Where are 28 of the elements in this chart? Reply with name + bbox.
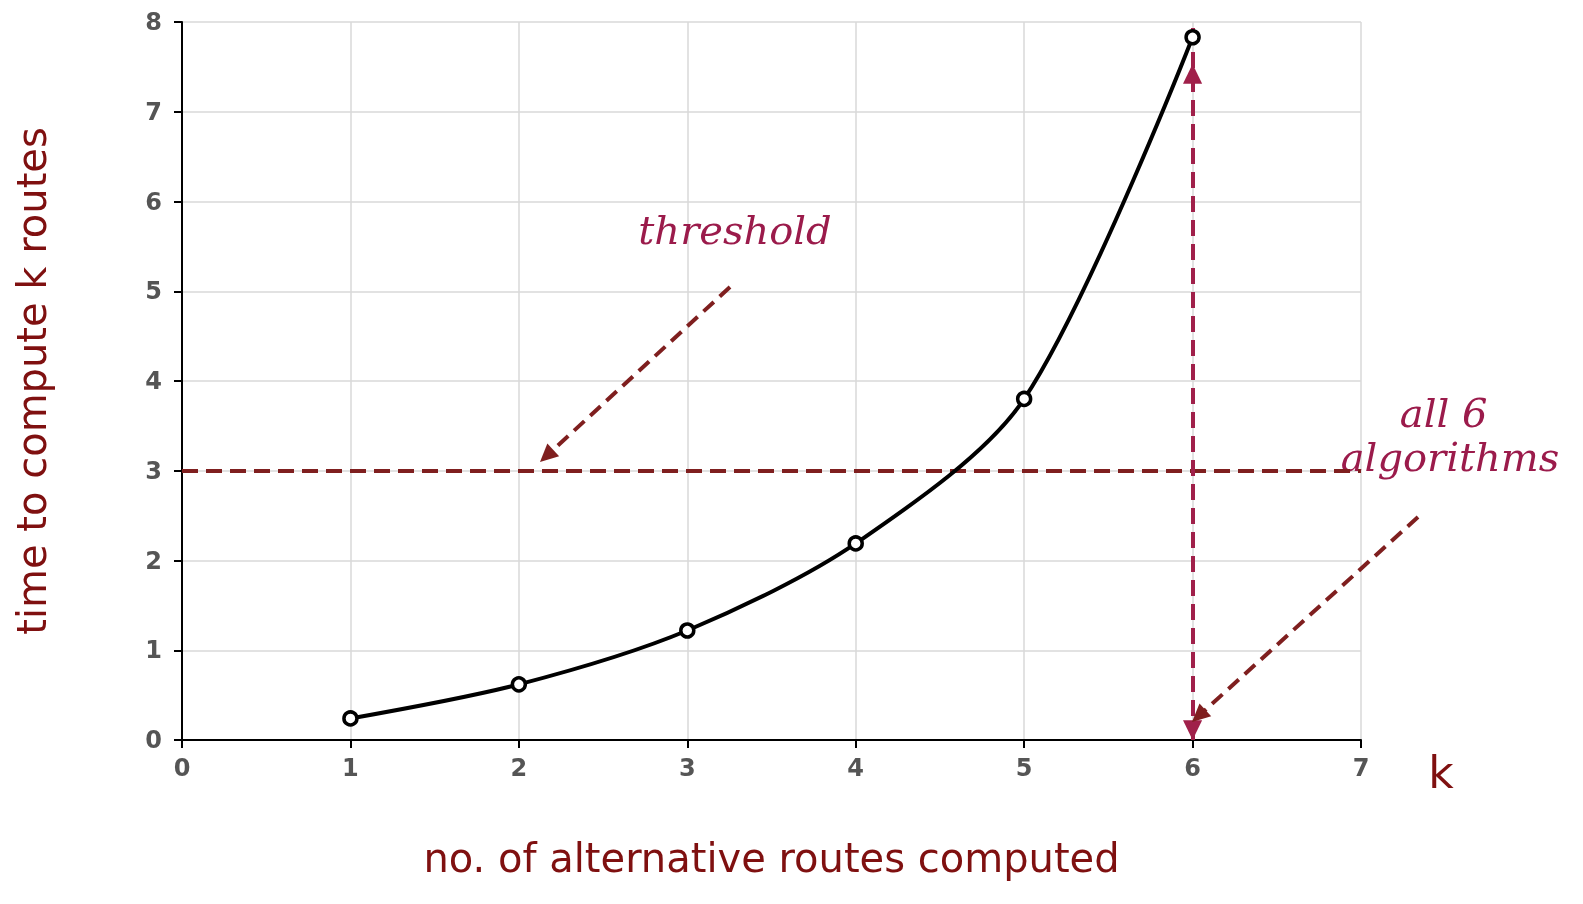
y-tick-label: 2 xyxy=(145,546,162,575)
y-axis-title: time to compute k routes xyxy=(9,127,55,635)
annotation: threshold xyxy=(638,207,832,253)
point xyxy=(1184,29,1201,46)
x-tick-label: 5 xyxy=(1015,754,1033,782)
y-tick-label: 0 xyxy=(145,726,162,754)
y-tick-label: 5 xyxy=(145,277,162,306)
text: k xyxy=(1428,746,1455,798)
y-tick-label: 4 xyxy=(145,367,162,395)
point xyxy=(679,622,696,639)
point xyxy=(342,710,359,727)
x-tick-label: 3 xyxy=(678,754,696,782)
y-tick-label: 8 xyxy=(145,8,162,36)
point xyxy=(1015,390,1033,408)
point xyxy=(510,676,528,693)
x-tick-label: 4 xyxy=(847,754,865,782)
annotation: all 6 algorithms xyxy=(1340,390,1560,480)
point xyxy=(847,535,864,552)
y-tick-label: 3 xyxy=(145,456,162,485)
x-tick-label: 2 xyxy=(510,754,528,782)
x-tick-label: 1 xyxy=(342,754,359,782)
x-tick-label: 7 xyxy=(1352,754,1370,782)
y-tick-label: 7 xyxy=(145,97,162,126)
y-tick-label: 1 xyxy=(145,636,162,665)
x-axis-title: no. of alternative routes computed xyxy=(423,835,1120,881)
x-tick-label: 6 xyxy=(1184,754,1201,782)
x-tick-label: 0 xyxy=(173,754,191,782)
y-tick-label: 6 xyxy=(145,187,162,216)
